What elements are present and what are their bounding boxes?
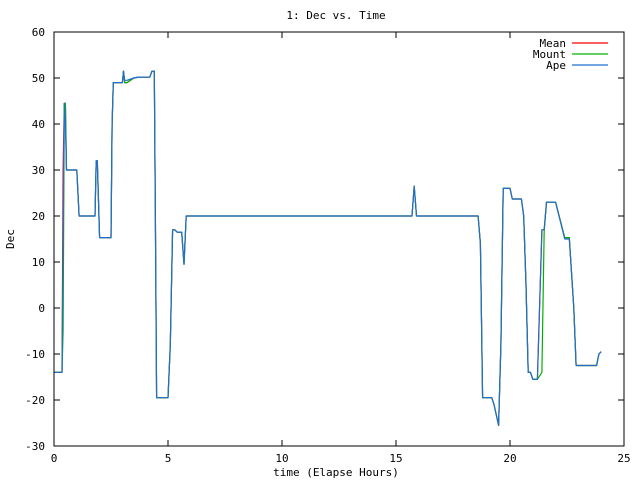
legend-label-ape: Ape: [546, 59, 566, 72]
x-tick-label: 20: [503, 452, 516, 465]
y-axis-label: Dec: [4, 229, 17, 249]
series-line-mount: [54, 70, 602, 426]
y-tick-label: 50: [32, 72, 45, 85]
x-tick-label: 15: [389, 452, 402, 465]
x-tick-label: 0: [51, 452, 58, 465]
y-tick-label: 30: [32, 164, 45, 177]
plot-frame: [53, 31, 625, 447]
series-line-mean: [54, 70, 602, 426]
series-line-ape: [54, 70, 602, 426]
chart-title: 1: Dec vs. Time: [286, 9, 385, 22]
x-axis-label: time (Elapse Hours): [273, 466, 399, 479]
legend-label-mount: Mount: [533, 48, 566, 61]
series-layer: [54, 70, 602, 426]
y-tick-label: 10: [32, 256, 45, 269]
y-tick-label: 60: [32, 26, 45, 39]
x-tick-label: 10: [275, 452, 288, 465]
ticks-layer: 0 5 10 15 20 25 -30 -20 -10 0 10 20 30 40 50 60: [25, 26, 631, 465]
y-tick-label: -20: [25, 394, 45, 407]
y-tick-label: -30: [25, 440, 45, 453]
y-tick-label: -10: [25, 348, 45, 361]
x-tick-label: 25: [617, 452, 630, 465]
y-tick-label: 0: [38, 302, 45, 315]
x-tick-label: 5: [165, 452, 172, 465]
y-tick-label: 20: [32, 210, 45, 223]
y-tick-label: 40: [32, 118, 45, 131]
legend-label-mean: Mean: [540, 37, 567, 50]
